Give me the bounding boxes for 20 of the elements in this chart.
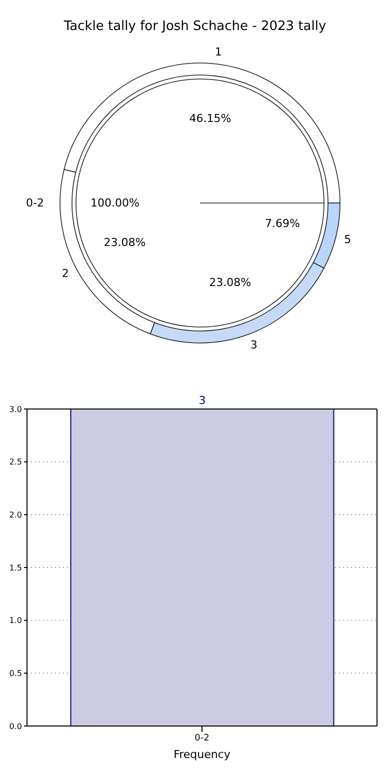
data-label: 46.15%: [189, 112, 232, 126]
y-tick-label: 3.0: [9, 404, 22, 414]
y-tick-label: 1.0: [9, 616, 22, 626]
slice-label: 5: [344, 232, 352, 246]
slice-label: 0-2: [26, 196, 44, 210]
slice-label: 3: [250, 338, 258, 352]
y-tick-label: 0.5: [9, 669, 22, 678]
data-label: 23.08%: [104, 236, 146, 249]
x-axis-title: Frequency: [174, 748, 231, 761]
chart-title: Tackle tally for Josh Schache - 2023 tally: [62, 19, 326, 34]
data-label: 100.00%: [90, 196, 140, 210]
y-tick-label: 0.0: [9, 722, 22, 731]
y-tick-label: 1.5: [9, 563, 22, 572]
y-tick-label: 2.0: [9, 510, 22, 520]
y-tick-label: 2.5: [9, 458, 22, 467]
slice-label: 2: [62, 267, 69, 280]
data-label: 3: [198, 394, 206, 407]
slice-label: 1: [214, 46, 222, 59]
data-label: 7.69%: [265, 216, 300, 230]
data-label: 23.08%: [209, 276, 252, 289]
